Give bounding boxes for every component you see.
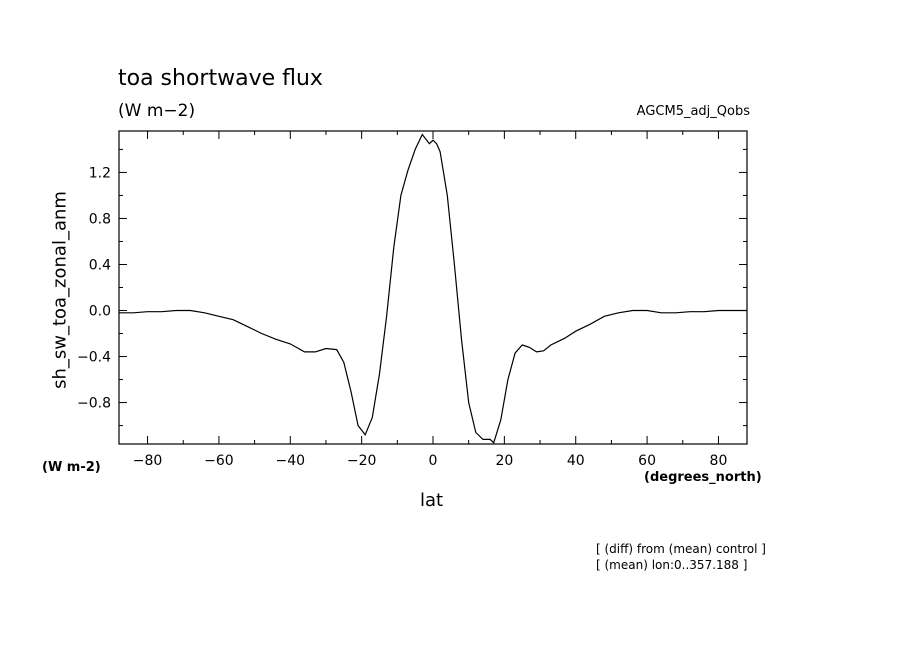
- dataset-label: AGCM5_adj_Qobs: [636, 104, 750, 119]
- x-tick-label: −80: [133, 453, 163, 469]
- x-tick-label: 40: [567, 453, 585, 469]
- x-axis-label: lat: [420, 490, 444, 511]
- x-tick-label: 20: [495, 453, 513, 469]
- y-tick-label: −0.8: [77, 396, 111, 412]
- x-tick-label: 80: [710, 453, 728, 469]
- chart-title: toa shortwave flux: [118, 66, 323, 91]
- plot-frame: [118, 130, 748, 445]
- x-tick-label: −20: [347, 453, 377, 469]
- y-tick-label: 0.8: [89, 211, 111, 227]
- x-tick-label: 0: [429, 453, 438, 469]
- y-tick-label: 0.0: [89, 304, 111, 320]
- x-tick-label: −60: [204, 453, 234, 469]
- x-axis-units: (degrees_north): [644, 470, 762, 485]
- chart-units-label: (W m−2): [118, 101, 196, 121]
- note-mean: [ (mean) lon:0..357.188 ]: [596, 558, 748, 572]
- y-tick-label: 1.2: [89, 165, 111, 181]
- x-tick-label: 60: [638, 453, 656, 469]
- y-axis-units: (W m-2): [42, 460, 101, 475]
- x-tick-label: −40: [275, 453, 305, 469]
- y-tick-label: −0.4: [77, 350, 111, 366]
- note-diff: [ (diff) from (mean) control ]: [596, 542, 766, 556]
- y-tick-label: 0.4: [89, 257, 111, 273]
- series-line: [119, 133, 747, 444]
